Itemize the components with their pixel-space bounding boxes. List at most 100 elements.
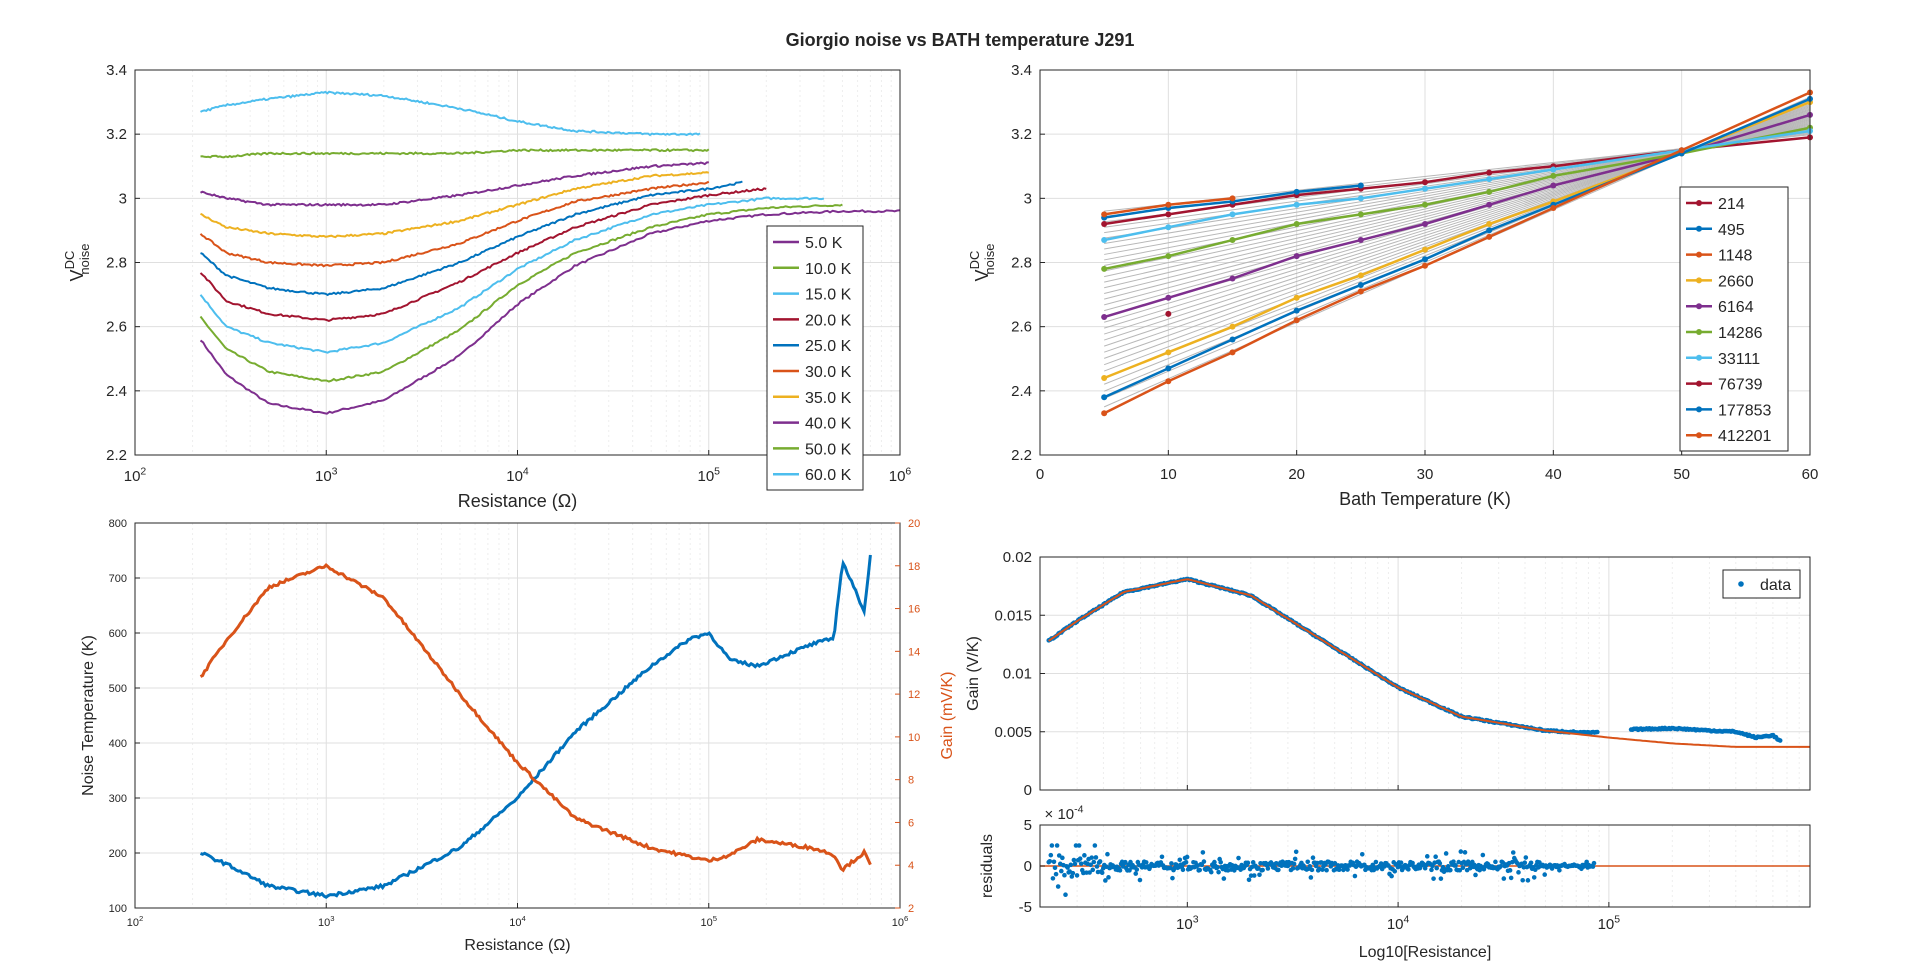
series-line [1103, 136, 1811, 226]
residual-marker [1062, 872, 1067, 878]
series-marker [1165, 253, 1172, 260]
x-tick-label: 106 [892, 914, 909, 929]
legend-label: 177853 [1718, 402, 1771, 419]
x-tick-label: 50 [1673, 466, 1690, 483]
residual-marker [1122, 859, 1128, 865]
legend-label: 6164 [1718, 299, 1754, 316]
residual-marker [1082, 853, 1087, 858]
residual-marker [1308, 875, 1314, 880]
residual-marker [1078, 861, 1084, 866]
legend-label: 30.0 K [805, 364, 852, 381]
residual-marker [1137, 877, 1143, 883]
series-marker [1293, 253, 1300, 260]
y-right-tick-label: 20 [908, 518, 920, 530]
residual-marker [1221, 876, 1227, 881]
series-marker [1357, 272, 1364, 279]
residual-marker [1437, 861, 1443, 866]
chart-top-left: 102 103 104 105 106 2.2 2.4 2.6 2.8 3 3.2 3.4 Resist… [62, 62, 911, 511]
series-line [199, 180, 710, 268]
residual-marker [1392, 868, 1398, 874]
figure-title: Giorgio noise vs BATH temperature J291 [786, 30, 1135, 50]
x-axis-label: Log10[Resistance] [1359, 944, 1492, 961]
y-tick-label: 0.005 [994, 724, 1032, 741]
residual-marker [1092, 843, 1098, 848]
y-right-tick-label: 4 [908, 860, 914, 872]
residual-marker [1169, 861, 1174, 866]
series-marker [1229, 195, 1236, 202]
residual-marker [1071, 857, 1077, 863]
residual-marker [1094, 864, 1100, 869]
series-marker [1101, 375, 1108, 381]
residual-marker [1218, 859, 1223, 865]
y-tick-label: 2.2 [1011, 447, 1032, 464]
y-tick-label: 300 [109, 793, 127, 805]
y-tick-label: 2.8 [1011, 255, 1032, 272]
residual-marker [1523, 855, 1529, 860]
legend-label: 35.0 K [805, 390, 852, 407]
series-marker [1293, 221, 1300, 227]
series-line [199, 187, 767, 322]
legend: 5.0 K 10.0 K 15.0 K 20.0 K 25.0 K 30.0 K 35.0 … [766, 225, 864, 491]
legend-marker [1696, 406, 1702, 413]
series-marker [1101, 221, 1108, 227]
residual-marker [1410, 860, 1415, 866]
residual-marker [1076, 843, 1082, 848]
y-right-tick-label: 14 [908, 646, 920, 658]
residual-marker [1522, 860, 1528, 865]
series-marker [1165, 378, 1172, 385]
residual-marker [1443, 851, 1449, 856]
residual-marker [1324, 867, 1329, 873]
residual-marker [1063, 892, 1068, 897]
series-marker [1293, 307, 1300, 314]
residual-marker [1251, 873, 1257, 878]
legend-label: 14286 [1718, 325, 1763, 342]
residual-marker [1055, 884, 1061, 889]
residual-marker [1389, 873, 1394, 879]
series-marker [1550, 182, 1557, 189]
residual-marker [1060, 855, 1065, 861]
legend-label: 20.0 K [805, 312, 852, 329]
residual-marker [1458, 849, 1464, 854]
residual-marker [1520, 877, 1525, 883]
residual-marker [1448, 867, 1453, 873]
series-line [200, 90, 701, 137]
y-right-axis-label: Gain (mV/K) [939, 671, 956, 759]
residual-marker [1134, 867, 1140, 872]
series-marker [1486, 233, 1493, 240]
y-tick-label: 600 [109, 628, 127, 640]
series-marker [1101, 265, 1108, 272]
residual-marker [1049, 843, 1055, 848]
series-marker [1422, 256, 1428, 263]
data-marker [1595, 729, 1600, 735]
residual-marker [1473, 872, 1478, 878]
x-tick-label: 106 [889, 465, 912, 485]
residual-marker [1445, 864, 1451, 869]
y-axis-label: residuals [979, 834, 996, 898]
residual-marker [1093, 855, 1099, 860]
x-tick-label: 103 [318, 914, 335, 929]
series-marker [1165, 365, 1172, 372]
y-tick-label: 800 [109, 518, 127, 530]
gain-line [199, 563, 872, 873]
residual-marker [1424, 854, 1430, 859]
residual-marker [1215, 865, 1220, 870]
residual-marker [1373, 859, 1379, 865]
residual-marker [1590, 864, 1596, 869]
residual-marker [1051, 859, 1057, 865]
series-marker [1678, 147, 1685, 154]
series-marker [1357, 281, 1364, 288]
legend-marker [1696, 225, 1702, 232]
residual-marker [1070, 870, 1076, 876]
y-right-tick-label: 12 [908, 689, 920, 701]
series-marker [1229, 211, 1236, 218]
series-line [200, 171, 710, 239]
series-marker [1229, 349, 1236, 356]
series-marker [1165, 201, 1172, 208]
residual-marker [1305, 859, 1311, 865]
series-line [1103, 113, 1811, 319]
series-marker [1357, 288, 1364, 295]
chart-bottom-left: 102 103 104 105 1061002003004005006007008002… [80, 518, 956, 954]
legend-label: 10.0 K [805, 261, 852, 278]
legend-label: 40.0 K [805, 416, 852, 433]
